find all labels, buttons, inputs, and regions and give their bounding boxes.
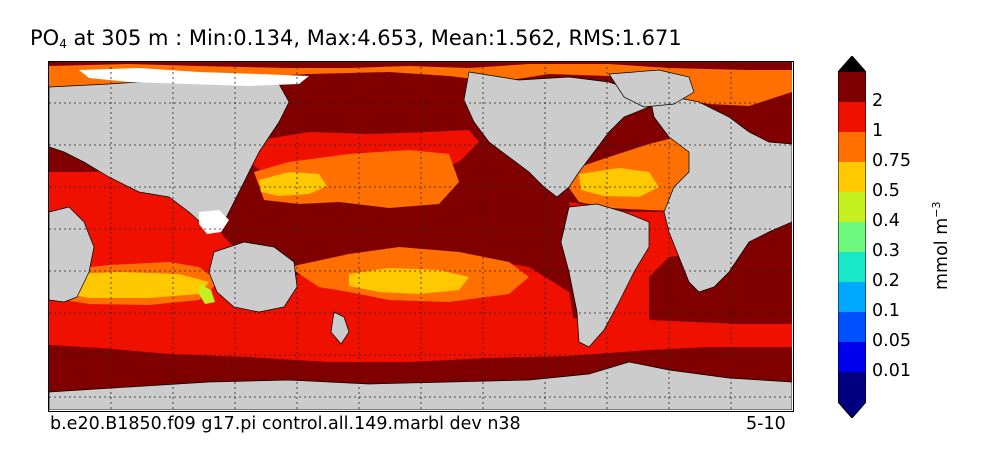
southeast-asia-nodata-patch (199, 210, 229, 234)
colorbar-segment (838, 342, 866, 373)
colorbar (837, 55, 867, 419)
title-stats: at 305 m : Min:0.134, Max:4.653, Mean:1.… (66, 26, 682, 50)
colorbar-over-arrow (838, 56, 866, 72)
colorbar-tick-label: 0.2 (872, 271, 900, 291)
australia-landmass (208, 241, 298, 313)
indian-ocean-yellow-band (69, 272, 209, 298)
colorbar-tick-label: 0.1 (872, 301, 900, 321)
colorbar-tick-label: 0.01 (872, 361, 911, 381)
north-pacific-yellow-patch (259, 172, 327, 196)
south-america-landmass (560, 203, 650, 348)
colorbar-segment (838, 162, 866, 193)
ocean-field-map (49, 62, 792, 410)
colorbar-tick-label: 0.75 (872, 151, 911, 171)
colorbar-segment (838, 222, 866, 253)
graticule-lines (49, 62, 792, 410)
colorbar-segment (838, 312, 866, 343)
australia-west-green-patch (199, 284, 215, 304)
north-atlantic-yellow-patch (579, 168, 659, 197)
colorbar-unit-label: mmol m−3 (930, 202, 952, 291)
colorbar-segment (838, 72, 866, 103)
colorbar-segment (838, 372, 866, 403)
colorbar-tick-label: 0.3 (872, 241, 900, 261)
colorbar-segment (838, 102, 866, 133)
colorbar-tick-label: 0.4 (872, 211, 900, 231)
south-pacific-yellow-patch (349, 268, 469, 294)
europe-africa-landmass (648, 91, 792, 293)
new-zealand-landmass (330, 311, 350, 345)
colorbar-unit-exponent: −3 (930, 201, 943, 218)
title-variable: PO (30, 26, 60, 50)
colorbar-tick-label: 0.5 (872, 181, 900, 201)
title-variable-subscript: 4 (59, 37, 67, 51)
case-name-label: b.e20.B1850.f09 g17.pi control.all.149.m… (50, 414, 521, 434)
colorbar-tick-label: 2 (872, 91, 884, 111)
colorbar-graphic (837, 55, 867, 419)
map-title: PO4 at 305 m : Min:0.134, Max:4.653, Mea… (30, 26, 682, 51)
colorbar-segment (838, 252, 866, 283)
colorbar-tick-label: 0.05 (872, 331, 911, 351)
colorbar-segment (838, 192, 866, 223)
map-panel (48, 61, 794, 412)
colorbar-under-arrow (838, 402, 866, 418)
colorbar-segment (838, 132, 866, 163)
colorbar-tick-label: 1 (872, 121, 884, 141)
greenland-landmass (608, 69, 695, 108)
years-label: 5-10 (746, 414, 786, 434)
colorbar-segment (838, 282, 866, 313)
colorbar-unit: mmol m (931, 217, 952, 290)
southern-ocean-red-lower (49, 300, 792, 362)
africa-west-landmass (49, 206, 95, 303)
arctic-nodata-patch (79, 68, 309, 86)
